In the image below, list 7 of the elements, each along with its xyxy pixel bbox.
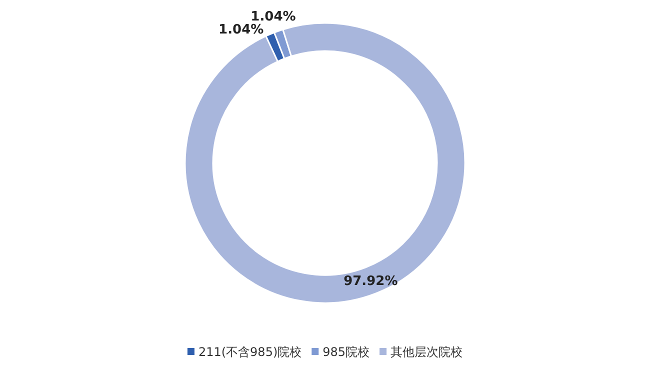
donut-slice [184,22,466,304]
legend-label: 其他层次院校 [390,345,463,360]
data-label: 1.04% [218,22,264,38]
legend-label: 985院校 [322,345,370,360]
data-label: 1.04% [250,9,296,24]
legend-label: 211(不含985)院校 [198,345,302,360]
data-label: 97.92% [344,274,398,289]
